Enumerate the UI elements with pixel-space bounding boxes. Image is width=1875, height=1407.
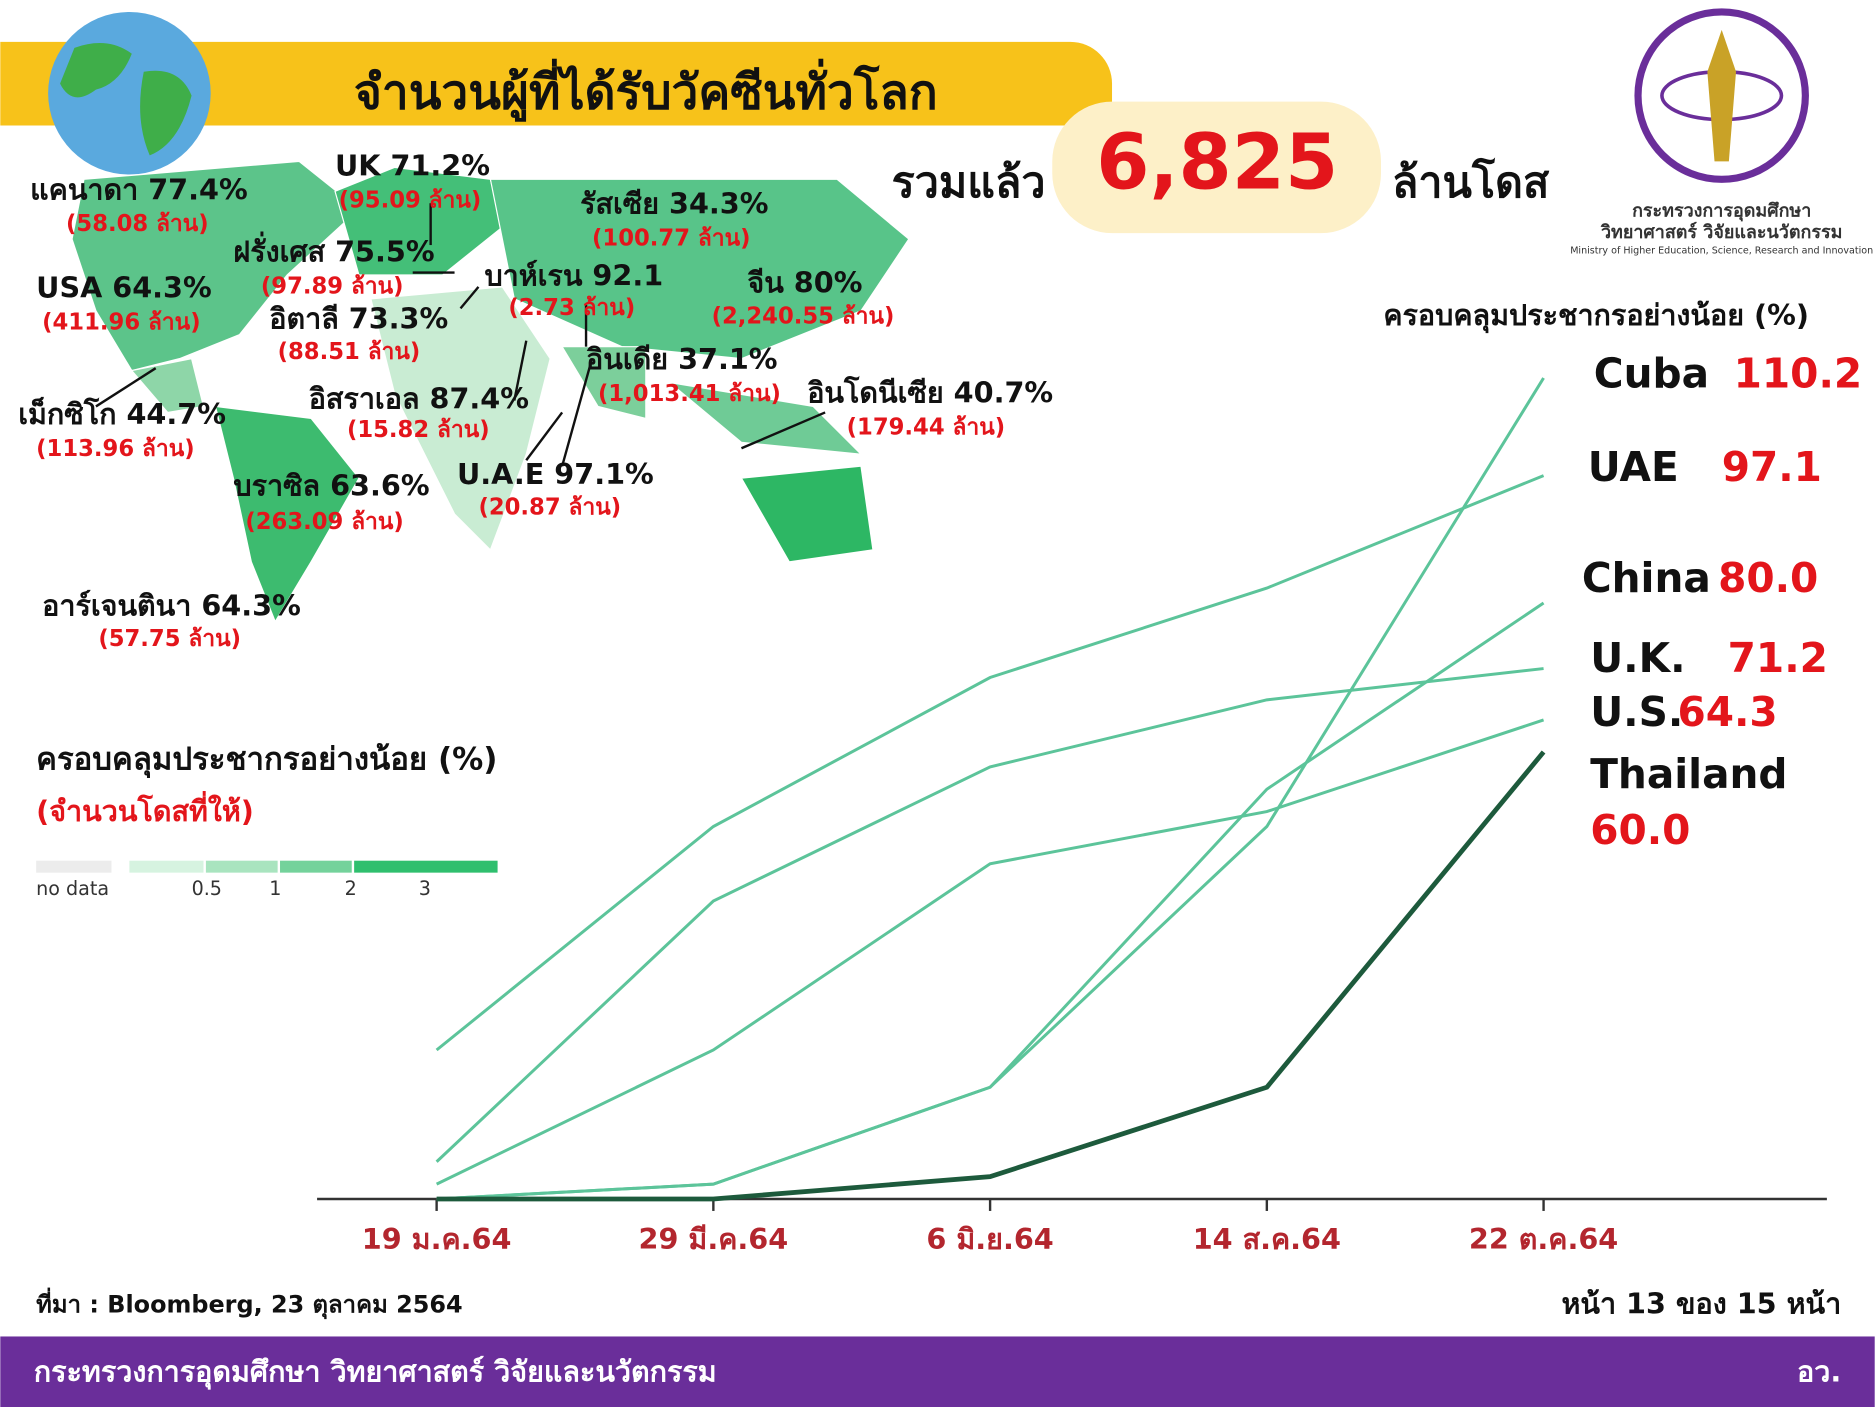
map-doses-label: (57.75 ล้าน) [98, 626, 241, 652]
legend-swatch [205, 860, 278, 873]
map-country-label: บราซิล 63.6% [233, 469, 429, 503]
total-suffix: ล้านโดส [1392, 156, 1550, 208]
series-name: Cuba [1594, 350, 1709, 398]
map-doses-label: (20.87 ล้าน) [478, 495, 621, 521]
map-doses-label: (15.82 ล้าน) [347, 417, 490, 443]
legend-label: no data [36, 877, 109, 900]
series-name: China [1582, 554, 1711, 602]
map-country-label: แคนาดา 77.4% [30, 172, 248, 206]
total-value: 6,825 [1096, 118, 1338, 207]
footer-left: กระทรวงการอุดมศึกษา วิทยาศาสตร์ วิจัยและ… [34, 1355, 717, 1390]
legend-label: 3 [419, 877, 431, 900]
map-country-label: USA 64.3% [36, 270, 212, 304]
map-doses-label: (263.09 ล้าน) [245, 509, 403, 535]
map-doses-label: (88.51 ล้าน) [278, 339, 421, 365]
map-country-label: อาร์เจนตินา 64.3% [42, 588, 301, 622]
map-country-label: เม็กซิโก 44.7% [18, 396, 226, 431]
map-arrows [95, 203, 826, 467]
map-country-label: ฝรั่งเศส 75.5% [233, 230, 434, 268]
map-doses-label: (411.96 ล้าน) [42, 309, 200, 335]
map-doses-label: (2,240.55 ล้าน) [712, 303, 895, 329]
map-country-label: รัสเซีย 34.3% [580, 187, 768, 221]
map-country-label: บาห์เรน 92.1 [484, 258, 663, 292]
series-line [435, 718, 1545, 1186]
source: ที่มา : Bloomberg, 23 ตุลาคม 2564 [36, 1287, 462, 1319]
map-doses-label: (100.77 ล้าน) [592, 226, 750, 252]
legend: no data 0.5 1 2 3 [36, 860, 498, 900]
series-line [435, 474, 1545, 1052]
chart: 19 ม.ค.64 29 มี.ค.64 6 มิ.ย.64 14 ส.ค.64 22 … [317, 350, 1862, 1256]
map-doses-label: (1,013.41 ล้าน) [598, 381, 781, 407]
ministry-name: วิทยาศาสตร์ วิจัยและนวัตกรรม [1600, 221, 1842, 243]
series-end-value: 97.1 [1722, 443, 1822, 491]
legend-swatch [280, 860, 352, 873]
map-country-label: อิตาลี 73.3% [269, 301, 448, 335]
title: จำนวนผู้ที่ได้รับวัคซีนทั่วโลก [354, 59, 938, 123]
legend-label: 1 [269, 877, 281, 900]
series-name: U.K. [1590, 634, 1685, 682]
total-bubble [1052, 101, 1381, 234]
map-country-label: อิสราเอล 87.4% [309, 381, 529, 415]
series-name: U.S. [1590, 688, 1683, 736]
x-tick-label: 6 มิ.ย.64 [926, 1222, 1053, 1256]
legend-swatch [36, 860, 112, 873]
series-line [435, 667, 1544, 1163]
globe-land [60, 43, 192, 156]
legend-label: 0.5 [192, 877, 222, 900]
world-map [71, 160, 910, 623]
series-name: Thailand [1590, 750, 1787, 798]
series-line [436, 750, 1546, 1202]
map-doses-label: (58.08 ล้าน) [66, 211, 209, 237]
map-country-label: U.A.E 97.1% [457, 457, 654, 491]
x-tick-label: 19 ม.ค.64 [362, 1222, 512, 1256]
total-prefix: รวมแล้ว [892, 158, 1046, 208]
footer-right: อว. [1797, 1355, 1841, 1389]
map-labels: แคนาดา 77.4% (58.08 ล้าน) UK 71.2% (95.09 ล… [18, 148, 1053, 652]
map-country-label: อินเดีย 37.1% [586, 342, 778, 376]
legend-swatch [129, 860, 204, 873]
x-tick-label: 14 ส.ค.64 [1193, 1222, 1341, 1256]
series-end-value: 71.2 [1728, 634, 1828, 682]
map-country-label: UK 71.2% [335, 148, 490, 182]
series-end-value: 60.0 [1590, 806, 1690, 854]
x-tick-label: 22 ต.ค.64 [1469, 1222, 1618, 1256]
map-country-label: จีน 80% [747, 266, 862, 300]
legend-title: ครอบคลุมประชากรอย่างน้อย (%) [36, 741, 497, 778]
ministry-name: กระทรวงการอุดมศึกษา [1632, 201, 1811, 222]
legend-swatch [354, 860, 498, 873]
map-doses-label: (97.89 ล้าน) [261, 273, 404, 299]
series-end-value: 80.0 [1718, 554, 1818, 602]
logo-emblem [1707, 29, 1737, 162]
map-doses-label: (113.96 ล้าน) [36, 436, 194, 462]
series-end-value: 110.2 [1734, 350, 1863, 398]
legend-label: 2 [345, 877, 357, 900]
chart-title: ครอบคลุมประชากรอย่างน้อย (%) [1383, 298, 1809, 333]
footer-bar [0, 1336, 1875, 1407]
series-end-value: 64.3 [1677, 688, 1777, 736]
legend-subtitle: (จำนวนโดสที่ให้) [36, 790, 254, 828]
page-number: หน้า 13 ของ 15 หน้า [1561, 1286, 1841, 1320]
map-doses-label: (2.73 ล้าน) [508, 295, 635, 321]
series-line [436, 601, 1545, 1201]
x-tick-label: 29 มี.ค.64 [639, 1222, 789, 1256]
map-doses-label: (95.09 ล้าน) [339, 187, 482, 213]
title-banner [0, 41, 1113, 126]
map-country-label: อินโดนีเซีย 40.7% [807, 374, 1053, 409]
series-name: UAE [1588, 443, 1679, 491]
map-doses-label: (179.44 ล้าน) [847, 414, 1005, 440]
ministry-name-en: Ministry of Higher Education, Science, R… [1570, 246, 1873, 257]
